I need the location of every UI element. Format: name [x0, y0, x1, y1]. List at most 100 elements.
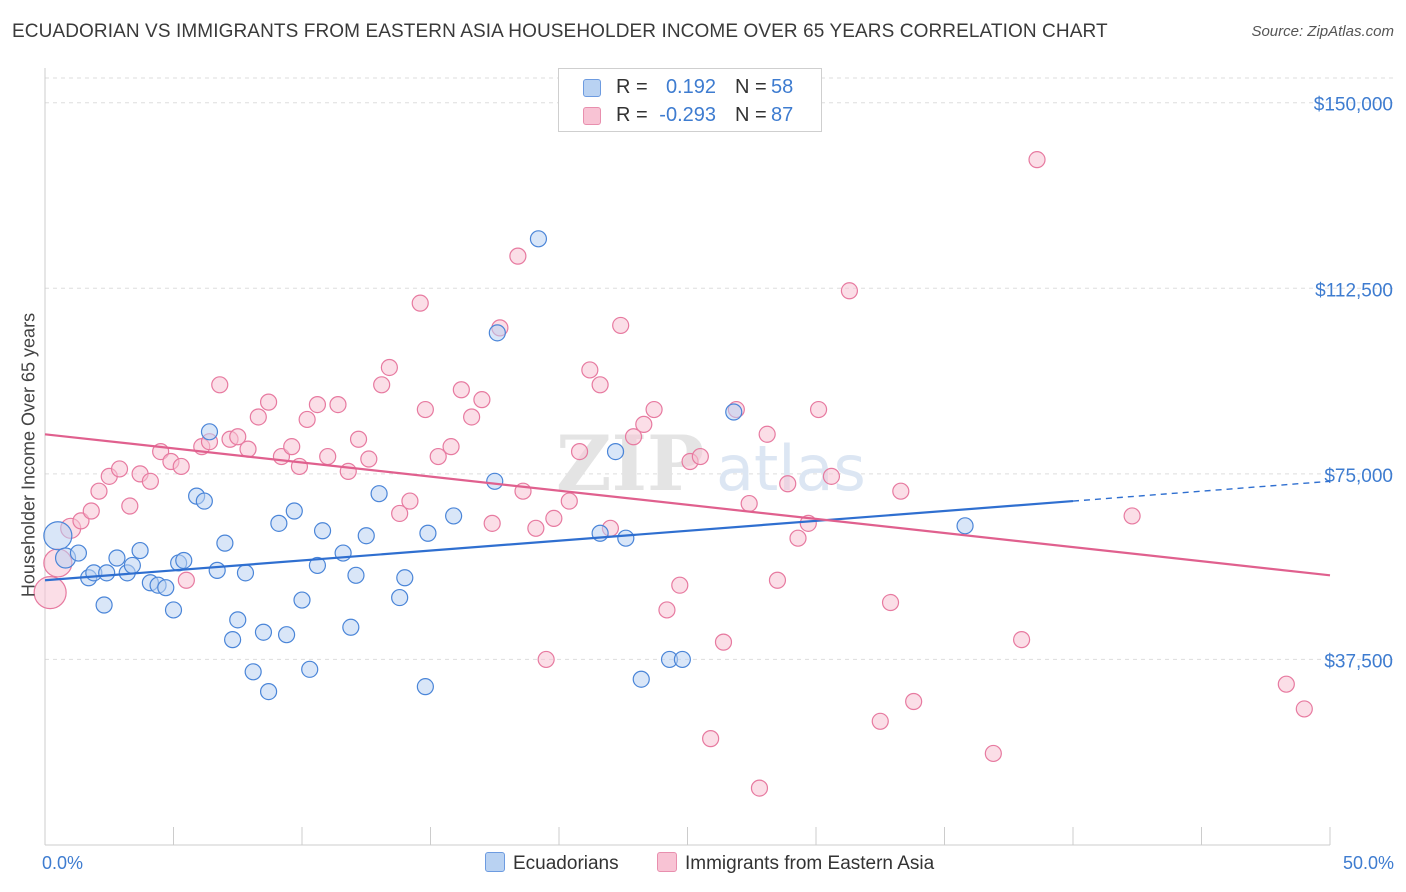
svg-text:atlas: atlas [716, 432, 866, 505]
data-point [892, 482, 910, 500]
data-point [486, 472, 504, 490]
data-point [416, 400, 434, 419]
data-point [200, 423, 219, 441]
blue-swatch-icon [485, 852, 505, 872]
data-point [396, 569, 414, 587]
data-point [141, 472, 159, 490]
data-point [612, 316, 630, 335]
pink-swatch-icon [583, 107, 601, 125]
data-point [671, 576, 689, 594]
data-point [445, 507, 463, 525]
data-point [391, 504, 409, 523]
data-point [216, 534, 234, 552]
data-point [298, 410, 316, 429]
data-point [110, 460, 129, 478]
x-tick-label-max: 50.0% [1342, 853, 1394, 873]
data-point [229, 611, 247, 629]
data-point [43, 521, 73, 551]
data-point [339, 462, 357, 480]
data-point [956, 517, 974, 535]
regression-lines [44, 433, 1331, 582]
data-point [591, 376, 609, 394]
data-point [488, 324, 506, 342]
n-value: 58 [771, 76, 794, 98]
data-point [308, 556, 327, 575]
r-value: -0.293 [659, 104, 716, 126]
data-point [373, 376, 391, 394]
regression-line-immigrants [44, 433, 1331, 577]
data-point [645, 400, 663, 419]
data-point [452, 381, 470, 399]
data-point [391, 588, 409, 607]
series-ecuadorians [43, 230, 974, 701]
data-point [95, 596, 113, 614]
data-point [259, 682, 278, 701]
data-point [108, 549, 126, 567]
data-point [1295, 700, 1313, 718]
data-point [90, 482, 108, 500]
r-label: R = [616, 76, 648, 98]
data-point [121, 497, 139, 515]
chart-title: ECUADORIAN VS IMMIGRANTS FROM EASTERN AS… [12, 21, 1108, 42]
data-point [691, 447, 709, 466]
y-tick-label: $112,500 [1315, 280, 1393, 301]
data-point [1028, 151, 1046, 169]
data-point [249, 408, 267, 426]
data-point [632, 670, 650, 688]
data-point [429, 447, 447, 466]
data-point [360, 450, 378, 468]
data-point [881, 593, 900, 612]
legend-item-ecuadorians: Ecuadorians [485, 852, 619, 875]
stats-legend: R = 0.192 N = 58 R = -0.293 N = 87 [558, 68, 822, 132]
data-point [758, 425, 776, 443]
series-legend: Ecuadorians Immigrants from Eastern Asia [0, 852, 1406, 878]
y-tick-labels: $37,500 $75,000 $112,500 $150,000 [1314, 95, 1393, 673]
n-label: N = [735, 76, 767, 98]
data-point [416, 678, 434, 696]
data-point [768, 571, 787, 589]
data-point [33, 576, 67, 610]
y-tick-label: $37,500 [1324, 651, 1393, 672]
legend-item-immigrants: Immigrants from Eastern Asia [657, 852, 934, 875]
legend-label: Immigrants from Eastern Asia [685, 853, 935, 874]
data-point [244, 663, 262, 681]
data-point [1012, 631, 1031, 649]
data-point [349, 430, 368, 448]
data-point [277, 626, 296, 644]
data-point [840, 282, 859, 300]
data-point [537, 650, 555, 669]
data-point [984, 744, 1002, 763]
data-point [380, 358, 398, 377]
data-point [779, 475, 797, 493]
data-point [1123, 507, 1141, 525]
y-axis-label: Householder Income Over 65 years [18, 312, 39, 598]
data-point [871, 712, 889, 730]
data-point [319, 447, 337, 466]
data-point [570, 443, 589, 461]
data-point [714, 633, 733, 651]
data-point [581, 361, 599, 379]
data-point [72, 512, 90, 530]
data-point [411, 294, 429, 312]
n-value: 87 [771, 104, 794, 126]
data-point [740, 494, 758, 513]
data-point [473, 391, 491, 409]
x-tick-label-min: 0.0% [42, 853, 84, 873]
data-point [529, 230, 548, 248]
data-point [606, 443, 625, 461]
data-point [463, 408, 481, 426]
data-point [164, 601, 183, 619]
data-point [131, 541, 149, 560]
data-point [809, 400, 828, 419]
axes [44, 68, 1331, 846]
r-value: 0.192 [665, 76, 716, 98]
blue-swatch-icon [583, 79, 601, 97]
data-point [342, 618, 360, 636]
data-point [509, 247, 527, 265]
data-point [483, 514, 501, 532]
data-point [308, 395, 327, 414]
data-point [370, 485, 388, 503]
data-point [673, 650, 691, 669]
stats-row-ecuadorians: R = 0.192 N = 58 [559, 73, 821, 103]
data-point [545, 509, 563, 528]
